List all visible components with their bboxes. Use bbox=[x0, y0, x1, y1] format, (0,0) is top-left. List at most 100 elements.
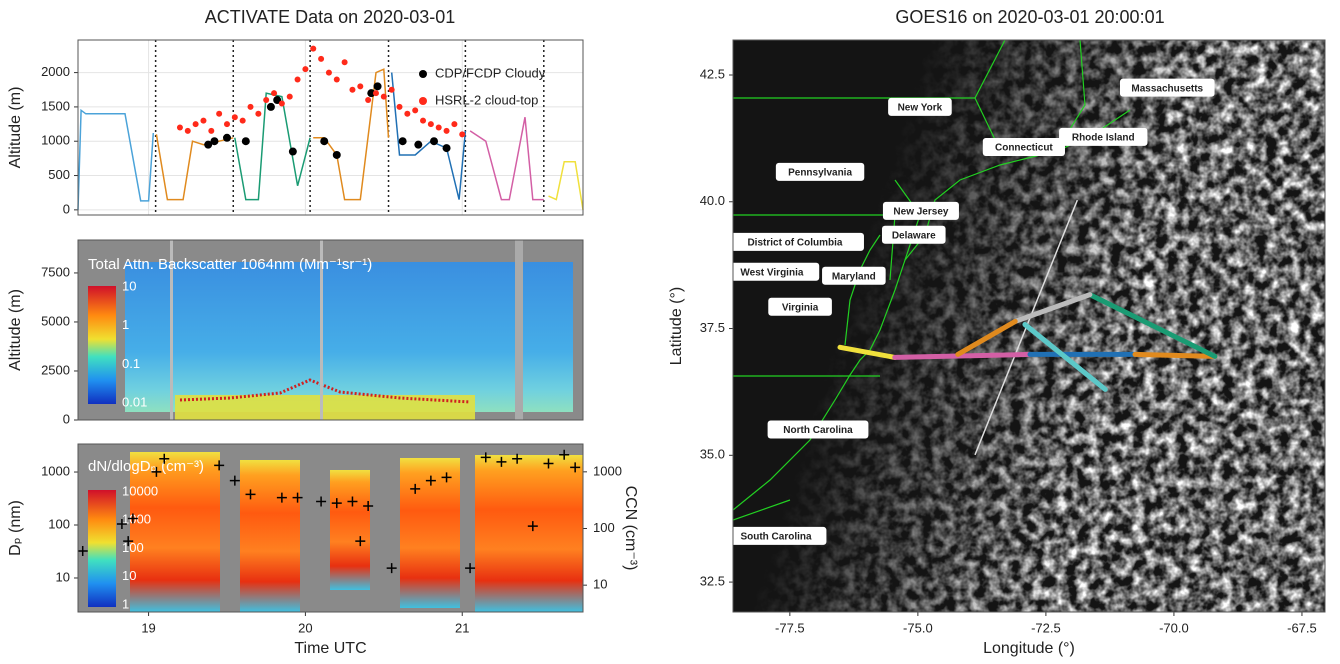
data-point bbox=[396, 103, 403, 110]
x-tick-label: -70.0 bbox=[1159, 620, 1189, 635]
legend-marker bbox=[419, 70, 427, 78]
data-point bbox=[435, 124, 442, 131]
data-point bbox=[443, 127, 450, 134]
data-point bbox=[273, 96, 282, 105]
ccn-marker bbox=[77, 546, 88, 557]
ccn-marker bbox=[229, 475, 240, 486]
plot-frame bbox=[77, 443, 584, 613]
data-point bbox=[210, 137, 219, 146]
colorbar-title: Total Attn. Backscatter 1064nm (Mm⁻¹sr⁻¹… bbox=[88, 256, 372, 273]
data-point bbox=[200, 117, 207, 124]
y2-tick-label: 10 bbox=[593, 577, 607, 592]
y-tick-label: 35.0 bbox=[700, 447, 725, 462]
flight-track bbox=[955, 318, 1018, 357]
legend-label: CDP/FCDP Cloudy bbox=[435, 65, 546, 80]
ccn-marker bbox=[425, 475, 436, 486]
y2-axis-label: CCN (cm⁻³) bbox=[622, 486, 639, 571]
ccn-marker bbox=[410, 483, 421, 494]
flight-track bbox=[1022, 322, 1108, 392]
colorbar-tick-label: 0.01 bbox=[122, 394, 147, 409]
colorbar-tick-label: 10 bbox=[122, 278, 136, 293]
legend-marker bbox=[419, 97, 427, 105]
y-tick-label: 1000 bbox=[41, 133, 70, 148]
place-label-box bbox=[888, 97, 952, 116]
x-tick-label: 20 bbox=[298, 620, 312, 635]
y-tick-label: 40.0 bbox=[700, 193, 725, 208]
place-label-box bbox=[725, 526, 827, 545]
x-tick-label: 21 bbox=[455, 620, 469, 635]
y-tick-label: 2500 bbox=[41, 362, 70, 377]
ccn-marker bbox=[151, 466, 162, 477]
y-tick-label: 500 bbox=[48, 167, 70, 182]
data-point bbox=[325, 69, 332, 76]
ccn-marker bbox=[480, 452, 491, 463]
ccn-marker bbox=[527, 521, 538, 532]
y-axis-label: Dₚ (nm) bbox=[7, 500, 24, 556]
ccn-marker bbox=[276, 492, 287, 503]
data-point bbox=[398, 137, 407, 146]
x-axis-label: Longitude (°) bbox=[983, 640, 1075, 657]
data-point bbox=[239, 117, 246, 124]
ccn-marker bbox=[214, 460, 225, 471]
place-label: Maryland bbox=[832, 271, 876, 282]
ccn-marker bbox=[543, 458, 554, 469]
data-point bbox=[412, 107, 419, 114]
data-point bbox=[286, 93, 293, 100]
y-tick-label: 5000 bbox=[41, 313, 70, 328]
plot-frame bbox=[732, 39, 1326, 613]
y-tick-label: 2000 bbox=[41, 64, 70, 79]
data-point bbox=[365, 97, 372, 104]
place-label: District of Columbia bbox=[747, 237, 842, 248]
ccn-marker bbox=[386, 563, 397, 574]
ccn-marker bbox=[116, 519, 127, 530]
flight-track bbox=[1087, 292, 1218, 359]
flight-track bbox=[234, 92, 311, 201]
data-point bbox=[247, 103, 254, 110]
y2-tick-label: 100 bbox=[593, 520, 615, 535]
data-point bbox=[451, 121, 458, 128]
y2-tick-label: 1000 bbox=[593, 463, 622, 478]
ccn-marker bbox=[570, 462, 581, 473]
data-point bbox=[241, 137, 250, 146]
place-label-box bbox=[1119, 78, 1215, 97]
place-label-box bbox=[725, 232, 864, 251]
flight-track bbox=[892, 351, 1033, 360]
data-point bbox=[357, 83, 364, 90]
place-label-box bbox=[882, 201, 959, 220]
ccn-marker bbox=[127, 513, 138, 524]
y-tick-label: 0 bbox=[63, 201, 70, 216]
place-label: Delaware bbox=[892, 230, 936, 241]
y-tick-label: 10 bbox=[56, 569, 70, 584]
place-label: Massachusetts bbox=[1131, 83, 1203, 94]
colorbar-tick-label: 1 bbox=[122, 317, 129, 332]
data-point bbox=[414, 140, 423, 149]
data-point bbox=[208, 127, 215, 134]
y-tick-label: 7500 bbox=[41, 264, 70, 279]
data-point bbox=[231, 114, 238, 121]
ccn-marker bbox=[292, 492, 303, 503]
flight-track bbox=[548, 161, 584, 211]
place-label-box bbox=[775, 162, 865, 181]
x-axis-label: Time UTC bbox=[294, 640, 366, 657]
x-tick-label: -77.5 bbox=[775, 620, 805, 635]
colorbar-tick-label: 100 bbox=[122, 540, 144, 555]
colorbar-tick-label: 1 bbox=[122, 596, 129, 611]
ccn-marker bbox=[355, 536, 366, 547]
data-point bbox=[341, 59, 348, 66]
ccn-marker bbox=[245, 489, 256, 500]
data-point bbox=[373, 82, 382, 91]
data-point bbox=[192, 121, 199, 128]
place-label: Virginia bbox=[782, 302, 819, 313]
data-point bbox=[459, 131, 466, 138]
y-axis-label: Latitude (°) bbox=[668, 287, 685, 365]
data-point bbox=[271, 90, 278, 97]
data-point bbox=[442, 144, 451, 153]
place-label: North Carolina bbox=[783, 425, 853, 436]
data-point bbox=[278, 100, 285, 107]
data-point bbox=[288, 147, 297, 156]
y-tick-label: 0 bbox=[63, 411, 70, 426]
data-point bbox=[263, 97, 270, 104]
data-point bbox=[204, 140, 213, 149]
x-tick-label: -72.5 bbox=[1031, 620, 1061, 635]
data-point bbox=[255, 110, 262, 117]
